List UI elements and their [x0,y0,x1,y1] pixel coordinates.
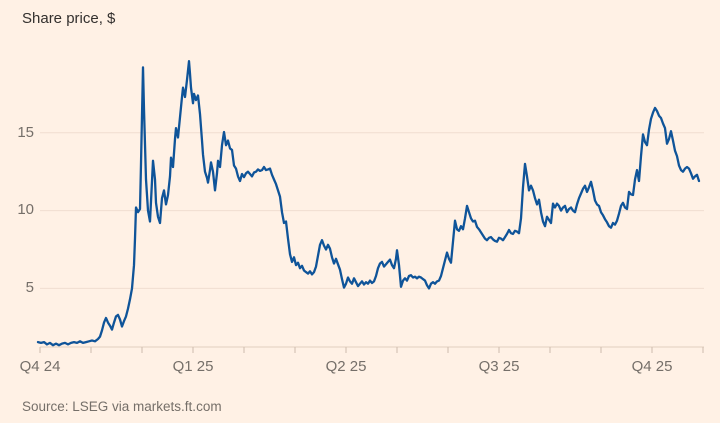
x-axis-label-q1-25: Q1 25 [172,358,214,375]
x-axis-label-q4-24: Q4 24 [19,358,61,375]
y-axis-tick-label-5: 5 [25,279,34,296]
price-line-series [36,60,701,347]
x-axis-label-q4-25: Q4 25 [631,358,673,375]
chart-title: Share price, $ [22,10,116,27]
y-axis-tick-label-10: 10 [17,201,34,218]
x-axis-label-q3-25: Q3 25 [478,358,520,375]
y-axis-tick-label-15: 15 [17,124,34,141]
source-attribution: Source: LSEG via markets.ft.com [22,399,222,414]
x-axis-label-q2-25: Q2 25 [325,358,367,375]
